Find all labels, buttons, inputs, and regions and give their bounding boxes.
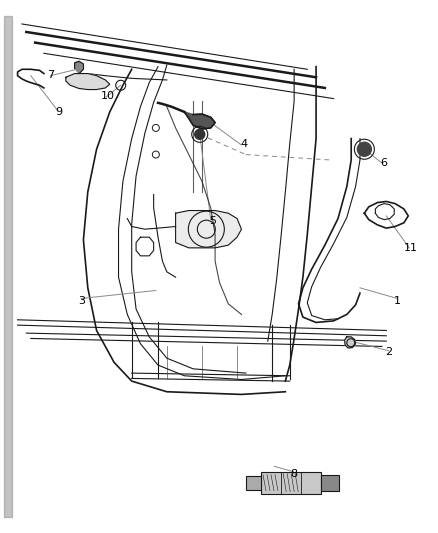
Bar [4,16,12,517]
Text: 5: 5 [209,216,216,226]
Bar [321,475,339,491]
Text: 9: 9 [56,107,63,117]
Circle shape [194,130,204,139]
Bar [261,472,321,494]
Bar [246,476,261,490]
Text: 3: 3 [78,296,85,306]
Text: 7: 7 [47,70,54,79]
Polygon shape [66,74,110,90]
Polygon shape [175,211,241,248]
Text: 6: 6 [380,158,387,167]
Text: 1: 1 [393,296,400,306]
Text: 2: 2 [384,347,391,357]
Text: 8: 8 [290,470,297,479]
Polygon shape [74,61,83,74]
Text: 11: 11 [403,243,417,253]
Polygon shape [344,337,355,348]
Polygon shape [184,112,215,129]
Circle shape [357,142,371,156]
Text: 10: 10 [100,91,114,101]
Text: 4: 4 [240,139,247,149]
